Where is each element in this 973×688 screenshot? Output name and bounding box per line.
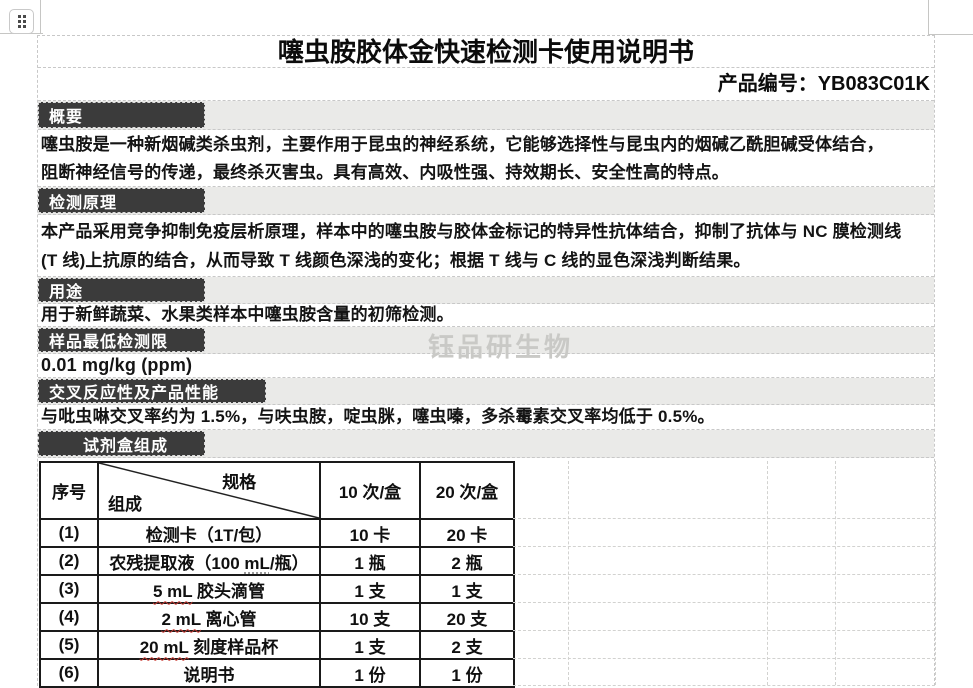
table-row: (2) 农残提取液（100 mL/瓶） 1 瓶 2 瓶 bbox=[39, 546, 515, 576]
empty-table-gridlines bbox=[513, 461, 936, 686]
qty-20: 2 瓶 bbox=[419, 546, 515, 576]
section-heading-overview: 概要 bbox=[38, 102, 205, 128]
component-name: 5 mL 胶头滴管 bbox=[97, 574, 321, 604]
overview-text: 噻虫胺是一种新烟碱类杀虫剂，主要作用于昆虫的神经系统，它能够选择性与昆虫内的烟碱… bbox=[41, 135, 884, 182]
qty-20: 1 份 bbox=[419, 658, 515, 688]
name-text: 刻度样品杯 bbox=[188, 637, 279, 657]
qty-10: 10 支 bbox=[319, 602, 421, 632]
name-text-spellcheck: 2 mL bbox=[161, 609, 201, 629]
table-row: (3) 5 mL 胶头滴管 1 支 1 支 bbox=[39, 574, 515, 604]
margin-guide-top-left-v bbox=[40, 0, 41, 33]
section-body-row: 与吡虫啉交叉率约为 1.5%，与呋虫胺，啶虫脒，噻虫嗪，多杀霉素交叉率均低于 0… bbox=[38, 405, 934, 430]
section-heading-usage: 用途 bbox=[38, 278, 205, 302]
section-body-row: 0.01 mg/kg (ppm) bbox=[38, 354, 934, 378]
document-page: 噻虫胺胶体金快速检测卡使用说明书 产品编号：YB083C01K 概要 噻虫胺是一… bbox=[37, 35, 936, 688]
component-name: 2 mL 离心管 bbox=[97, 602, 321, 632]
qty-10: 10 卡 bbox=[319, 518, 421, 548]
document-title: 噻虫胺胶体金快速检测卡使用说明书 bbox=[38, 36, 934, 68]
kit-table-zone: 序号 规格 组成 10 次/盒 20 次/盒 (1) 检测卡（1T/包） 10 … bbox=[38, 458, 936, 688]
detection-limit-text: 0.01 mg/kg (ppm) bbox=[41, 355, 193, 375]
table-row: (5) 20 mL 刻度样品杯 1 支 2 支 bbox=[39, 630, 515, 660]
name-text-spellcheck: 20 mL bbox=[139, 637, 189, 657]
qty-10: 1 支 bbox=[319, 574, 421, 604]
row-index: (4) bbox=[39, 602, 99, 632]
section-header-row: 检测原理 bbox=[38, 187, 934, 215]
table-row: (4) 2 mL 离心管 10 支 20 支 bbox=[39, 602, 515, 632]
table-row: (6) 说明书 1 份 1 份 bbox=[39, 658, 515, 688]
section-header-row: 用途 bbox=[38, 277, 934, 304]
cross-reactivity-text: 与吡虫啉交叉率约为 1.5%，与呋虫胺，啶虫脒，噻虫嗪，多杀霉素交叉率均低于 0… bbox=[41, 407, 715, 426]
table-header-row: 序号 规格 组成 10 次/盒 20 次/盒 bbox=[39, 461, 515, 520]
kit-components-table: 序号 规格 组成 10 次/盒 20 次/盒 (1) 检测卡（1T/包） 10 … bbox=[39, 461, 515, 688]
principle-text: 本产品采用竞争抑制免疫层析原理，样本中的噻虫胺与胶体金标记的特异性抗体结合，抑制… bbox=[41, 222, 902, 270]
col-header-20-per-box: 20 次/盒 bbox=[419, 461, 515, 520]
section-heading-kit-components: 试剂盒组成 bbox=[38, 431, 205, 456]
qty-20: 2 支 bbox=[419, 630, 515, 660]
name-text-spellcheck: 5 mL bbox=[152, 581, 193, 601]
row-index: (1) bbox=[39, 518, 99, 548]
name-text: 胶头滴管 bbox=[192, 581, 266, 601]
col-header-spec: 规格 bbox=[222, 473, 257, 492]
product-code: 产品编号：YB083C01K bbox=[38, 68, 934, 101]
usage-text: 用于新鲜蔬菜、水果类样本中噻虫胺含量的初筛检测。 bbox=[41, 305, 454, 324]
section-header-row: 试剂盒组成 bbox=[38, 430, 934, 458]
section-header-row: 概要 bbox=[38, 101, 934, 130]
section-heading-principle: 检测原理 bbox=[38, 188, 205, 213]
qty-10: 1 份 bbox=[319, 658, 421, 688]
section-header-row: 样品最低检测限 bbox=[38, 327, 934, 354]
row-index: (6) bbox=[39, 658, 99, 688]
table-row: (1) 检测卡（1T/包） 10 卡 20 卡 bbox=[39, 518, 515, 548]
section-body-row: 噻虫胺是一种新烟碱类杀虫剂，主要作用于昆虫的神经系统，它能够选择性与昆虫内的烟碱… bbox=[38, 130, 934, 187]
margin-guide-top-right-h bbox=[928, 34, 973, 35]
diagonal-header-cell: 规格 组成 bbox=[97, 461, 321, 520]
qty-10: 1 支 bbox=[319, 630, 421, 660]
section-heading-detection-limit: 样品最低检测限 bbox=[38, 328, 205, 352]
name-text: 离心管 bbox=[200, 609, 257, 629]
name-text: 农残提取液（100 bbox=[109, 553, 245, 573]
row-index: (3) bbox=[39, 574, 99, 604]
qty-20: 20 支 bbox=[419, 602, 515, 632]
row-index: (2) bbox=[39, 546, 99, 576]
section-body-row: 本产品采用竞争抑制免疫层析原理，样本中的噻虫胺与胶体金标记的特异性抗体结合，抑制… bbox=[38, 215, 934, 277]
name-text: /瓶） bbox=[269, 553, 309, 573]
component-name: 农残提取液（100 mL/瓶） bbox=[97, 546, 321, 576]
col-header-composition: 组成 bbox=[108, 495, 142, 514]
section-body-row: 用于新鲜蔬菜、水果类样本中噻虫胺含量的初筛检测。 bbox=[38, 304, 934, 327]
component-name: 说明书 bbox=[97, 658, 321, 688]
qty-20: 20 卡 bbox=[419, 518, 515, 548]
margin-guide-top-right-v bbox=[928, 0, 929, 34]
drag-handle-icon bbox=[17, 15, 26, 28]
name-text: 检测卡（1T/包） bbox=[145, 525, 273, 545]
qty-10: 1 瓶 bbox=[319, 546, 421, 576]
qty-20: 1 支 bbox=[419, 574, 515, 604]
name-text-spellcheck: mL bbox=[244, 553, 270, 573]
table-move-handle[interactable] bbox=[9, 9, 34, 34]
diagonal-line bbox=[100, 464, 318, 517]
row-index: (5) bbox=[39, 630, 99, 660]
name-text: 说明书 bbox=[183, 665, 235, 685]
component-name: 检测卡（1T/包） bbox=[97, 518, 321, 548]
section-heading-cross-reactivity: 交叉反应性及产品性能 bbox=[38, 379, 266, 403]
section-header-row: 交叉反应性及产品性能 bbox=[38, 378, 934, 405]
col-header-index: 序号 bbox=[39, 461, 99, 520]
component-name: 20 mL 刻度样品杯 bbox=[97, 630, 321, 660]
col-header-10-per-box: 10 次/盒 bbox=[319, 461, 421, 520]
